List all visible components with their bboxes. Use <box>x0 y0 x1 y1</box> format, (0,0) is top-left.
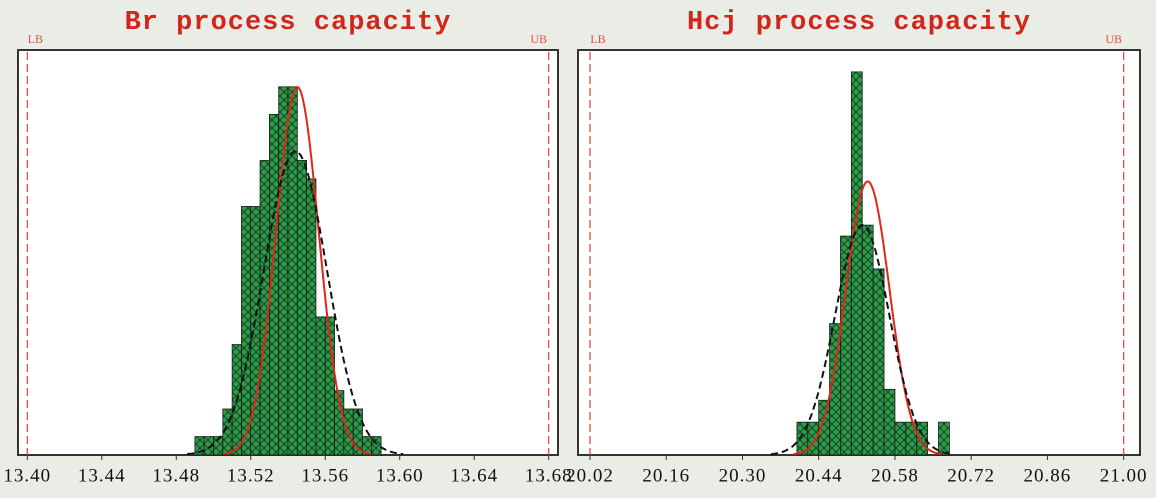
bar <box>850 71 863 456</box>
x-tick-label: 20.30 <box>719 465 767 486</box>
x-tick-label: 13.68 <box>525 465 573 486</box>
x-tick-label: 20.86 <box>1024 465 1072 486</box>
bar <box>241 206 252 456</box>
x-tick-label: 13.64 <box>450 465 498 486</box>
chart-title: Hcj process capacity <box>687 8 1031 38</box>
limit-label: UB <box>1105 32 1122 46</box>
bar <box>916 421 929 456</box>
bar <box>287 86 298 456</box>
bar <box>278 86 289 456</box>
x-tick-label: 20.02 <box>566 465 614 486</box>
x-tick-label: 21.00 <box>1100 465 1148 486</box>
bar <box>894 421 907 456</box>
fit-curve <box>187 150 404 456</box>
x-tick-label: 13.48 <box>152 465 200 486</box>
fit-curve <box>793 180 942 456</box>
x-tick-label: 20.58 <box>871 465 919 486</box>
x-tick-label: 20.16 <box>642 465 690 486</box>
bar <box>296 160 308 456</box>
x-tick-label: 13.44 <box>78 465 126 486</box>
bar <box>306 178 317 456</box>
bar <box>840 235 852 456</box>
bar <box>872 268 885 456</box>
bar <box>883 388 896 456</box>
chart-title: Br process capacity <box>125 8 452 38</box>
bar <box>861 224 874 456</box>
x-tick-label: 13.40 <box>3 465 51 486</box>
x-tick-label: 13.56 <box>301 465 349 486</box>
limit-label: LB <box>590 32 605 46</box>
x-tick-label: 13.52 <box>227 465 275 486</box>
bar <box>324 316 335 456</box>
bar <box>352 408 363 456</box>
x-tick-label: 13.60 <box>376 465 424 486</box>
x-tick-label: 20.44 <box>795 465 843 486</box>
bar <box>938 421 950 456</box>
limit-label: UB <box>530 32 547 46</box>
limit-label: LB <box>28 32 43 46</box>
bar <box>315 316 326 456</box>
bar <box>371 436 382 456</box>
x-tick-label: 20.72 <box>947 465 995 486</box>
fit-curve <box>770 224 953 456</box>
fit-curve <box>223 85 372 456</box>
